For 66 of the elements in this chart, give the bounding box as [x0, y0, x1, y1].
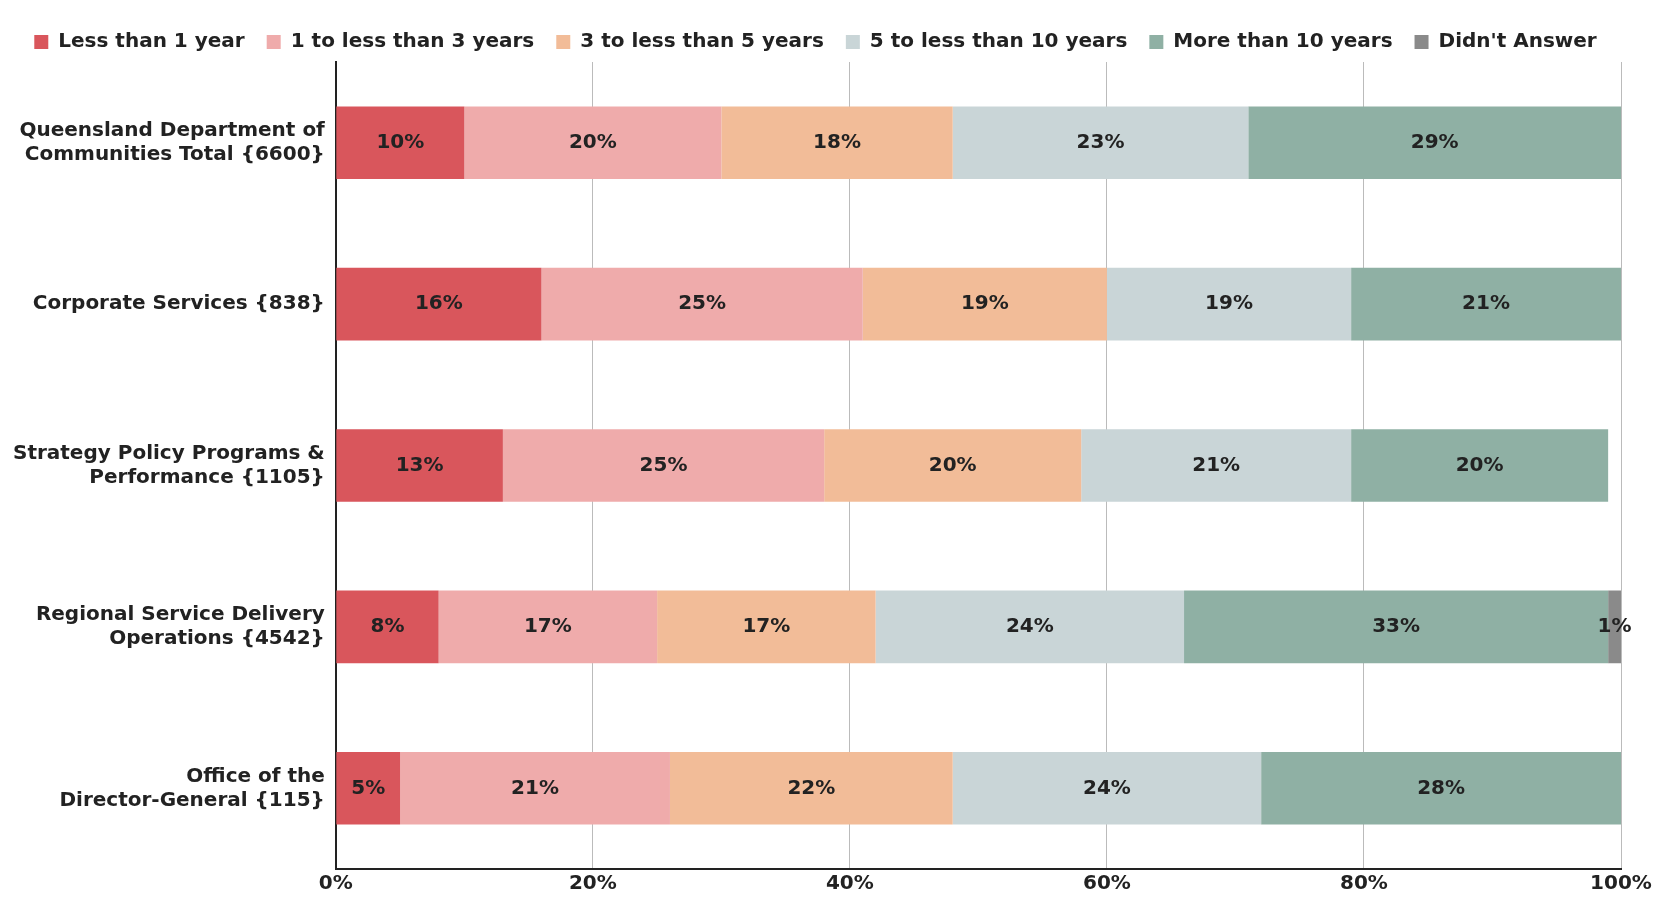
data-label: 8%	[370, 613, 405, 638]
legend-label: 3 to less than 5 years	[580, 28, 824, 53]
data-label: 20%	[1455, 451, 1504, 476]
data-label: 10%	[376, 128, 425, 153]
y-tick-label: Corporate Services {838}	[32, 290, 325, 315]
bar	[1081, 429, 1352, 502]
bar	[502, 429, 825, 502]
bar	[336, 429, 503, 502]
bar	[336, 267, 542, 341]
x-tick-label: 0%	[318, 870, 353, 895]
x-tick-label: 20%	[568, 870, 617, 895]
bar	[1351, 267, 1621, 341]
x-tick-label: 60%	[1082, 870, 1131, 895]
bar	[952, 106, 1249, 180]
data-label: 25%	[639, 451, 688, 476]
data-label: 24%	[1005, 613, 1054, 638]
y-tick-label: Office of the Director-General {115}	[59, 762, 325, 811]
bar	[438, 590, 658, 664]
legend-label: 5 to less than 10 years	[869, 28, 1128, 53]
data-label: 19%	[960, 290, 1009, 315]
bar	[464, 106, 722, 180]
data-label: 25%	[678, 290, 727, 315]
bar	[862, 267, 1107, 341]
x-tick-label: 100%	[1590, 870, 1652, 895]
bar	[669, 751, 953, 825]
bar	[1248, 106, 1621, 180]
bar	[721, 106, 953, 180]
bar	[336, 590, 439, 664]
data-label: 21%	[1192, 451, 1241, 476]
data-label: 18%	[813, 128, 861, 153]
data-label: 24%	[1082, 774, 1131, 799]
bar	[657, 590, 876, 664]
bar	[1351, 429, 1609, 502]
data-label: 20%	[568, 128, 617, 153]
y-tick-label: Regional Service Delivery Operations {4542}	[35, 601, 325, 650]
legend-label: 1 to less than 3 years	[290, 28, 535, 53]
y-tick-label: Queensland Department of Communities Total {6600}	[19, 116, 326, 165]
legend-label: More than 10 years	[1173, 28, 1393, 53]
x-tick-label: 40%	[825, 870, 874, 895]
bar	[1106, 267, 1352, 341]
bar	[952, 751, 1262, 825]
bar	[875, 590, 1185, 664]
bar	[336, 106, 465, 180]
data-label: 21%	[511, 774, 559, 799]
y-tick-label: Strategy Policy Programs & Performance {1105}	[12, 439, 325, 488]
data-label: 20%	[928, 451, 977, 476]
bar	[541, 267, 863, 341]
data-label: 33%	[1372, 613, 1421, 638]
legend-label: Didn't Answer	[1438, 28, 1597, 53]
x-tick-label: 80%	[1340, 870, 1388, 895]
data-label: 13%	[395, 451, 444, 476]
data-label: 28%	[1417, 774, 1466, 799]
data-label: 5%	[351, 774, 386, 799]
legend-label: Less than 1 year	[58, 28, 245, 53]
bar	[336, 751, 401, 825]
bar	[1261, 751, 1621, 825]
bar	[824, 429, 1082, 502]
data-label: 17%	[742, 613, 791, 638]
data-label: 29%	[1410, 128, 1459, 153]
data-label: 21%	[1462, 290, 1510, 315]
data-label: 19%	[1205, 290, 1253, 315]
data-label: 23%	[1076, 128, 1125, 153]
data-label: 17%	[523, 613, 572, 638]
bar	[400, 751, 670, 825]
data-label: 16%	[414, 290, 463, 315]
data-label: 22%	[787, 774, 836, 799]
